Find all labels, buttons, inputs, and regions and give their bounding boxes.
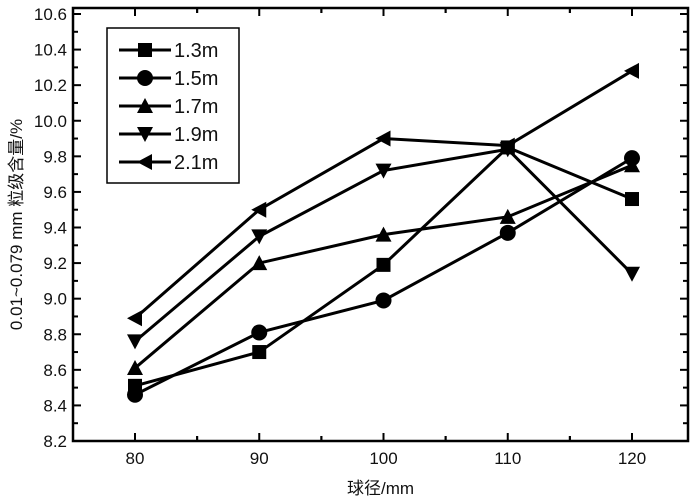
y-tick-label: 8.6 (43, 361, 67, 380)
data-point (127, 360, 143, 376)
y-tick-label: 10.2 (34, 76, 67, 95)
legend-marker (137, 70, 153, 86)
y-tick-label: 8.8 (43, 325, 67, 344)
y-tick-label: 9.6 (43, 183, 67, 202)
y-tick-label: 9.2 (43, 254, 67, 273)
legend-label: 1.7m (174, 96, 218, 118)
x-axis-label: 球径/mm (347, 479, 414, 498)
x-tick-label: 110 (494, 449, 521, 468)
y-tick-label: 8.2 (43, 432, 67, 451)
data-point (624, 157, 640, 173)
legend-label: 2.1m (174, 152, 218, 174)
data-point (251, 201, 267, 218)
series-1.7m (127, 157, 640, 376)
data-point (375, 226, 392, 242)
series-2.1m (127, 62, 639, 327)
legend-marker (137, 127, 153, 142)
legend-label: 1.5m (174, 68, 218, 90)
data-point (375, 292, 392, 309)
y-tick-label: 9.4 (43, 219, 67, 238)
data-point (375, 163, 392, 179)
data-point (251, 324, 268, 341)
legend-marker (138, 43, 152, 57)
data-point (127, 310, 142, 327)
data-point (499, 224, 516, 241)
x-tick-label: 100 (369, 449, 397, 468)
y-tick-label: 10.4 (34, 41, 67, 60)
legend-label: 1.3m (174, 40, 218, 62)
y-tick-label: 10.0 (34, 112, 67, 131)
data-point (499, 137, 515, 154)
legend-marker (137, 98, 153, 113)
data-point (127, 386, 143, 403)
y-tick-label: 10.6 (34, 5, 67, 24)
data-point (251, 229, 268, 245)
data-point (251, 255, 268, 271)
legend-marker (137, 154, 152, 170)
data-point (624, 266, 640, 282)
x-tick-label: 120 (618, 449, 646, 468)
y-tick-label: 8.4 (43, 396, 67, 415)
data-point (127, 334, 143, 350)
data-point (376, 257, 391, 272)
data-point (625, 192, 639, 207)
plot-frame (71, 6, 690, 443)
y-tick-label: 9.0 (43, 290, 67, 309)
data-point (375, 130, 391, 147)
x-tick-label: 80 (126, 449, 145, 468)
data-point (624, 62, 639, 79)
legend-label: 1.9m (174, 124, 218, 146)
y-axis-label: 0.01~0.079 mm 粒级含量/% (7, 119, 26, 330)
data-point (252, 345, 267, 360)
x-tick-label: 90 (250, 449, 269, 468)
y-tick-label: 9.8 (43, 147, 67, 166)
series-1.5m (127, 150, 640, 403)
data-point (499, 208, 516, 224)
legend: 1.3m 1.5m 1.7m 1.9m 2.1m (106, 27, 240, 184)
